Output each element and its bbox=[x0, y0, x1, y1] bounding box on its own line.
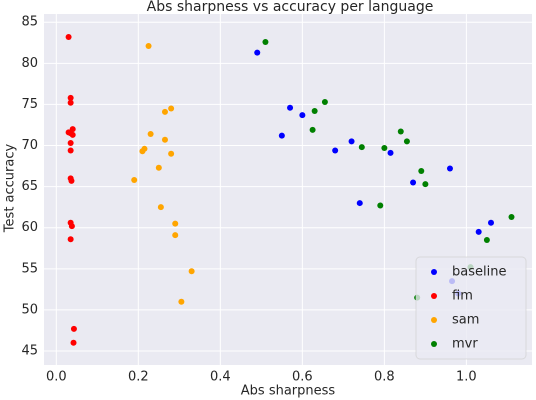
point bbox=[172, 220, 179, 227]
y-tick-label: 45 bbox=[21, 344, 38, 359]
chart-title: Abs sharpness vs accuracy per language bbox=[147, 0, 434, 15]
point bbox=[483, 237, 490, 244]
legend-label: fim bbox=[452, 289, 473, 304]
point bbox=[387, 149, 394, 156]
point bbox=[168, 105, 175, 112]
point bbox=[287, 104, 294, 111]
legend-marker bbox=[431, 317, 437, 323]
y-tick-label: 60 bbox=[21, 220, 38, 235]
y-tick-label: 75 bbox=[21, 97, 38, 112]
x-tick-label: 0.4 bbox=[210, 370, 231, 385]
point bbox=[178, 298, 185, 305]
x-tick-label: 0.0 bbox=[46, 370, 67, 385]
legend-label: sam bbox=[452, 313, 479, 328]
point bbox=[299, 112, 306, 119]
point bbox=[332, 147, 339, 154]
point bbox=[67, 99, 74, 106]
point bbox=[311, 107, 318, 114]
point bbox=[68, 177, 75, 184]
point bbox=[422, 181, 429, 188]
y-tick-label: 85 bbox=[21, 15, 38, 30]
point bbox=[348, 138, 355, 145]
point bbox=[161, 108, 168, 115]
point bbox=[168, 150, 175, 157]
point bbox=[397, 128, 404, 135]
point bbox=[155, 164, 162, 171]
point bbox=[131, 177, 138, 184]
point bbox=[475, 228, 482, 235]
legend-label: mvr bbox=[452, 337, 478, 352]
point bbox=[70, 325, 77, 332]
point bbox=[70, 339, 77, 346]
point bbox=[147, 131, 154, 138]
x-tick-label: 0.8 bbox=[374, 370, 395, 385]
point bbox=[67, 147, 74, 154]
point bbox=[356, 200, 363, 207]
point bbox=[172, 232, 179, 239]
point bbox=[381, 144, 388, 151]
x-tick-label: 0.2 bbox=[128, 370, 149, 385]
point bbox=[321, 98, 328, 105]
legend-marker bbox=[431, 269, 437, 275]
y-tick-label: 80 bbox=[21, 56, 38, 71]
point bbox=[141, 145, 148, 152]
y-tick-label: 70 bbox=[21, 138, 38, 153]
y-tick-label: 55 bbox=[21, 261, 38, 276]
point bbox=[278, 132, 285, 139]
point bbox=[145, 43, 152, 50]
legend-label: baseline bbox=[452, 265, 506, 280]
x-tick-label: 0.6 bbox=[292, 370, 313, 385]
legend-box bbox=[415, 256, 527, 360]
point bbox=[446, 165, 453, 172]
point bbox=[161, 136, 168, 143]
point bbox=[65, 34, 72, 41]
point bbox=[410, 179, 417, 186]
point bbox=[508, 214, 515, 221]
point bbox=[188, 268, 195, 275]
point bbox=[67, 140, 74, 147]
point bbox=[69, 131, 76, 138]
y-tick-label: 50 bbox=[21, 302, 38, 317]
y-tick-label: 65 bbox=[21, 179, 38, 194]
y-axis-label: Test accuracy bbox=[3, 144, 18, 234]
x-tick-label: 1.0 bbox=[456, 370, 477, 385]
point bbox=[377, 202, 384, 209]
point bbox=[358, 144, 365, 151]
x-axis-label: Abs sharpness bbox=[241, 384, 336, 399]
point bbox=[67, 94, 74, 101]
point bbox=[262, 38, 269, 45]
legend-marker bbox=[431, 341, 437, 347]
point bbox=[403, 138, 410, 145]
point bbox=[67, 236, 74, 243]
point bbox=[309, 126, 316, 133]
point bbox=[418, 168, 425, 175]
point bbox=[157, 204, 164, 211]
point bbox=[254, 49, 261, 56]
legend-marker bbox=[431, 293, 437, 299]
point bbox=[68, 223, 75, 230]
point bbox=[487, 219, 494, 226]
